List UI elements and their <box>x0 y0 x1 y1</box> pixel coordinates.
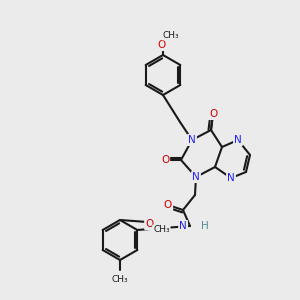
Text: O: O <box>161 155 169 165</box>
Text: N: N <box>192 172 200 182</box>
Text: CH₃: CH₃ <box>112 275 128 284</box>
Text: O: O <box>209 109 217 119</box>
Text: CH₃: CH₃ <box>153 226 169 235</box>
Text: O: O <box>157 40 165 50</box>
Text: O: O <box>164 200 172 210</box>
Text: N: N <box>179 221 187 231</box>
Text: N: N <box>234 135 242 145</box>
Text: N: N <box>227 173 235 183</box>
Text: O: O <box>145 219 153 229</box>
Text: H: H <box>201 221 209 231</box>
Text: N: N <box>188 135 196 145</box>
Text: CH₃: CH₃ <box>163 31 179 40</box>
